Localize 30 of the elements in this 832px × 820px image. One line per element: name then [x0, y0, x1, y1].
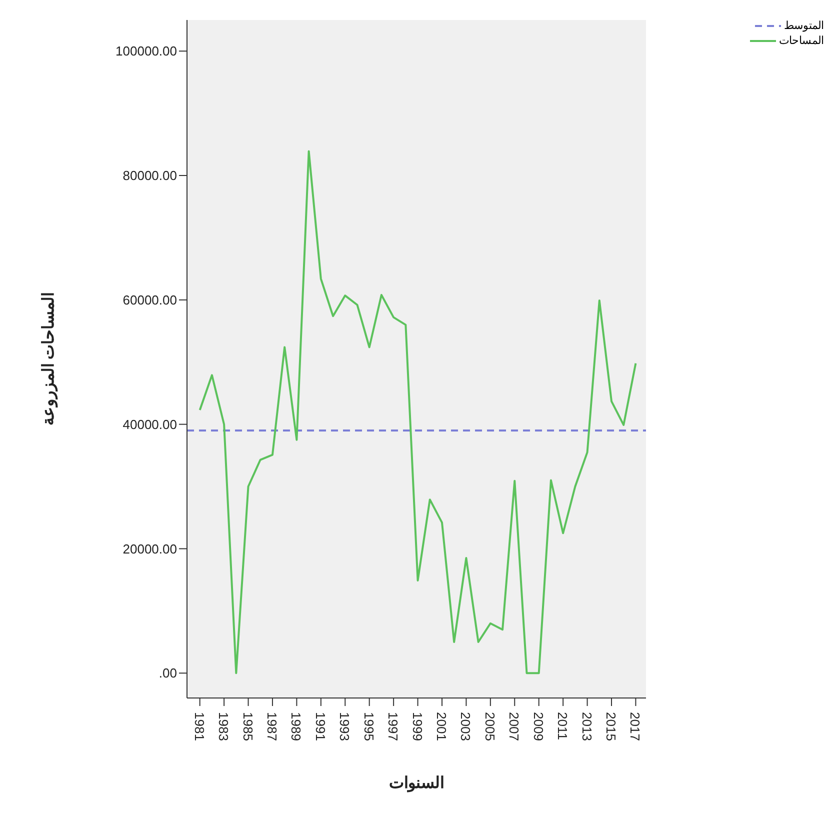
x-tick-label: 1983: [216, 712, 232, 741]
x-tick-label: 2001: [434, 712, 449, 741]
legend-label: المتوسط: [784, 19, 824, 32]
x-tick-label: 1993: [337, 712, 352, 741]
x-tick-label: 1985: [240, 712, 256, 741]
x-tick-label: 2017: [628, 712, 643, 741]
line-series: [198, 150, 637, 674]
y-tick-label: 80000.00: [122, 168, 177, 184]
x-tick-label: 1999: [410, 712, 425, 741]
x-tick-label: 1991: [312, 712, 328, 741]
x-tick-label: 1987: [264, 712, 280, 741]
x-tick-label: 2007: [506, 712, 522, 741]
legend-label: المساحات: [779, 34, 824, 47]
y-tick-label: 20000.00: [122, 541, 177, 556]
x-tick-label: 1989: [288, 712, 304, 741]
x-axis-title: السنوات: [389, 775, 444, 793]
x-tick-label: 2011: [555, 712, 570, 740]
y-tick-label: 40000.00: [122, 416, 177, 432]
y-tick-label: 100000.00: [116, 44, 177, 59]
y-tick-label: 60000.00: [122, 292, 177, 308]
x-tick-label: 2013: [579, 712, 594, 741]
y-tick-label: .00: [158, 666, 177, 681]
x-tick-label: 1995: [361, 712, 376, 741]
x-tick-label: 2015: [603, 712, 618, 741]
x-tick-label: 1997: [386, 712, 401, 741]
x-tick-label: 1981: [192, 712, 207, 741]
y-axis-title: المساحات المزروعة: [40, 292, 59, 426]
x-tick-label: 2005: [482, 712, 498, 741]
x-tick-label: 2003: [458, 712, 474, 741]
x-tick-label: 2009: [530, 712, 546, 741]
